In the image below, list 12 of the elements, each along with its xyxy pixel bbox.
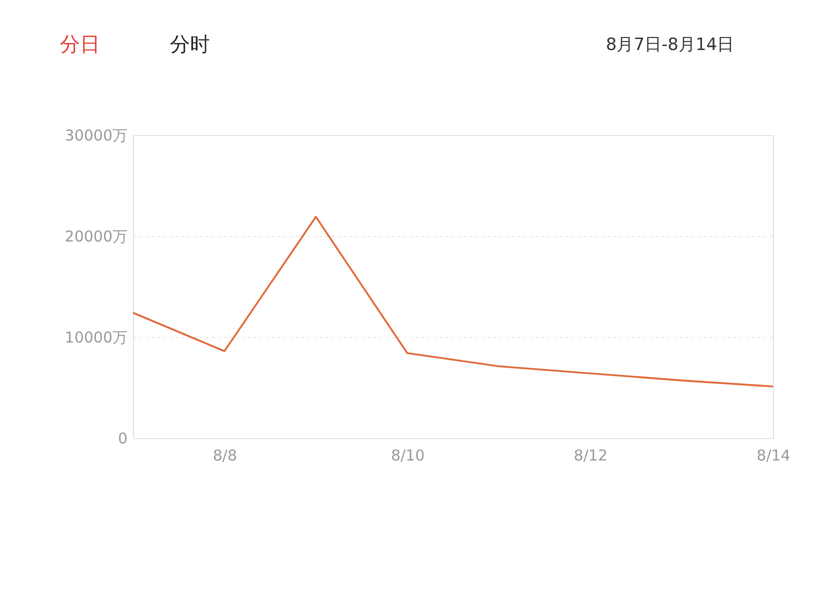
x-tick-label: 8/12 [574, 446, 608, 464]
y-tick-label: 30000万 [64, 126, 128, 144]
text: 分日 [60, 32, 100, 56]
line-series [132, 216, 774, 388]
x-tick-label: 8/8 [212, 446, 237, 464]
y-tick-label: 0 [118, 430, 128, 448]
x-tick-label: 8/14 [756, 446, 790, 464]
y-tick-label: 20000万 [64, 228, 128, 246]
text: 分时 [170, 32, 210, 56]
x-tick-label: 8/10 [390, 446, 425, 464]
text: 8月7日-8月14日 [606, 35, 734, 55]
y-tick-label: 10000万 [64, 328, 128, 346]
